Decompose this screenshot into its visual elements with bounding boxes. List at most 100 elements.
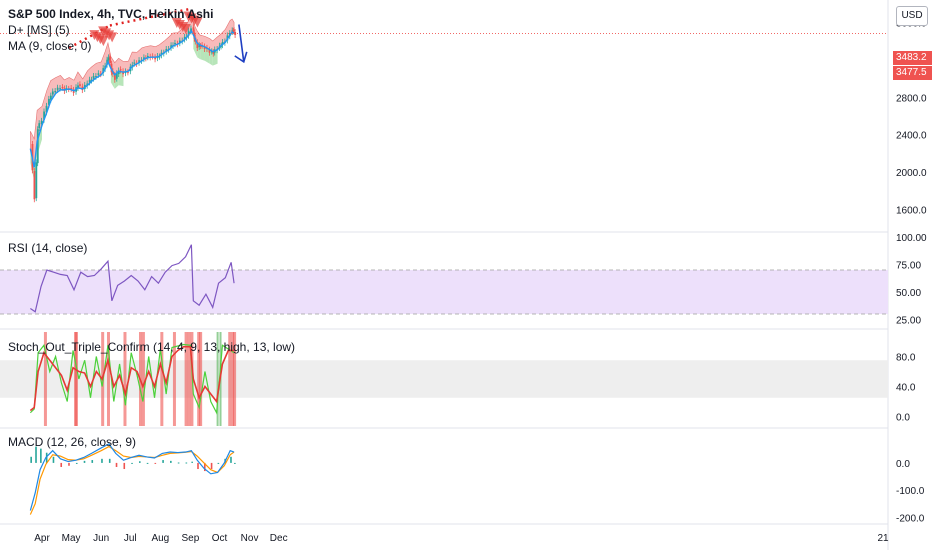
macd-histogram-bar bbox=[162, 460, 164, 463]
sell-signal-marker bbox=[192, 17, 203, 28]
macd-histogram-bar bbox=[230, 456, 232, 463]
stoch-fast-line bbox=[29, 343, 235, 415]
dplus-cloud-bullish bbox=[118, 71, 124, 87]
macd-histogram-bar bbox=[146, 462, 149, 464]
candle-body bbox=[198, 45, 201, 47]
candle-body bbox=[119, 69, 122, 71]
candle-body bbox=[127, 72, 129, 74]
candle-body bbox=[203, 46, 206, 49]
ma-line bbox=[29, 29, 235, 168]
stoch-signal-bar bbox=[141, 332, 145, 426]
candle-body bbox=[102, 68, 105, 74]
price-tick-label: 2800.0 bbox=[896, 93, 927, 104]
currency-selector[interactable]: USD bbox=[896, 6, 928, 26]
rsi-tick-label: 100.00 bbox=[896, 233, 927, 244]
candle-body bbox=[115, 73, 118, 79]
price-legend: S&P 500 Index, 4h, TVC, Heikin Ashi D+ [… bbox=[8, 6, 213, 54]
stoch-signal-bar bbox=[184, 332, 188, 426]
rsi-pane bbox=[0, 244, 888, 315]
candle-body bbox=[90, 79, 93, 81]
stoch-signal-bar bbox=[160, 332, 164, 426]
rsi-tick-label: 50.00 bbox=[896, 288, 921, 299]
last-price-tag: 3483.2 bbox=[893, 51, 932, 65]
macd-line bbox=[29, 443, 235, 511]
candle-body bbox=[79, 84, 81, 86]
macd-histogram-bar bbox=[101, 458, 103, 463]
x-axis-label: Aug bbox=[151, 533, 169, 544]
price-tick-label: 1600.0 bbox=[896, 205, 927, 216]
macd-pane bbox=[29, 443, 236, 515]
x-axis-label: Jun bbox=[93, 533, 109, 544]
stoch-signal-bar bbox=[199, 332, 203, 426]
macd-histogram-bar bbox=[185, 462, 188, 464]
stoch-signal-bar bbox=[123, 332, 127, 426]
stochastic-pane bbox=[0, 332, 888, 426]
sell-signal-marker bbox=[107, 32, 118, 43]
stoch-signal-bar bbox=[106, 332, 110, 426]
candle-body bbox=[133, 62, 136, 64]
stoch-tick-label: 40.0 bbox=[896, 383, 916, 394]
candle-body bbox=[40, 120, 43, 124]
candle-body bbox=[48, 98, 50, 105]
candle-body bbox=[56, 87, 59, 90]
candle-body bbox=[117, 70, 120, 74]
candle-body bbox=[43, 111, 45, 120]
candle-body bbox=[232, 31, 235, 33]
candle-body bbox=[199, 46, 202, 47]
x-axis-label: 21 bbox=[877, 533, 889, 544]
macd-title: MACD (12, 26, close, 9) bbox=[8, 435, 137, 449]
candle-body bbox=[165, 48, 168, 52]
projection-arrow bbox=[238, 24, 245, 62]
candle-body bbox=[196, 42, 199, 49]
x-axis-label: Nov bbox=[241, 533, 259, 544]
macd-histogram-bar bbox=[68, 462, 70, 466]
macd-histogram-bar bbox=[234, 462, 236, 464]
stoch-signal-bar bbox=[228, 332, 232, 426]
candle-body bbox=[77, 85, 79, 88]
indicator-ma-label: MA (9, close, 0) bbox=[8, 39, 92, 53]
macd-histogram-bar bbox=[131, 462, 133, 464]
stoch-title: Stoch_Out_Triple_Confirm (14, 4, 9, 13, … bbox=[8, 340, 296, 354]
stoch-signal-bar bbox=[74, 332, 78, 426]
candle-body bbox=[54, 90, 57, 93]
macd-histogram-bar bbox=[177, 462, 180, 464]
x-axis-label: Sep bbox=[182, 533, 200, 544]
candle-body bbox=[234, 32, 237, 35]
sell-signal-marker bbox=[98, 36, 109, 47]
x-axis-label: Dec bbox=[270, 533, 288, 544]
macd-histogram-bar bbox=[91, 460, 94, 463]
macd-legend: MACD (12, 26, close, 9) bbox=[8, 434, 136, 450]
macd-histogram-bar bbox=[170, 460, 172, 463]
candle-body bbox=[97, 73, 100, 75]
candle-body bbox=[51, 91, 54, 95]
trendline-segment-2 bbox=[109, 7, 192, 27]
macd-histogram-bar bbox=[30, 456, 32, 463]
indicator-dplus-label: D+ [MS] (5) bbox=[8, 23, 70, 37]
candle-body bbox=[38, 123, 41, 129]
macd-histogram-bar bbox=[191, 461, 193, 463]
candle-body bbox=[146, 55, 149, 58]
rsi-title: RSI (14, close) bbox=[8, 241, 88, 255]
macd-histogram-bar bbox=[83, 460, 86, 463]
x-axis-label: May bbox=[62, 533, 81, 544]
macd-histogram-bar bbox=[35, 446, 37, 463]
candle-body bbox=[36, 129, 39, 164]
trendline-segment-1 bbox=[68, 24, 111, 49]
candle-body bbox=[49, 95, 52, 100]
dplus-cloud-bullish bbox=[200, 45, 205, 61]
stoch-slow-line bbox=[29, 345, 235, 412]
candle-body bbox=[59, 88, 62, 90]
macd-tick-label: -100.0 bbox=[896, 486, 925, 497]
candle-body bbox=[110, 63, 113, 73]
macd-histogram-bar bbox=[108, 458, 111, 463]
price-tick-label: 2400.0 bbox=[896, 131, 927, 142]
x-axis-label: Oct bbox=[212, 533, 228, 544]
candle-body bbox=[92, 76, 95, 79]
candle-body bbox=[70, 88, 73, 90]
ma-price-tag: 3477.5 bbox=[893, 66, 932, 80]
stoch-signal-bar bbox=[172, 332, 176, 426]
candle-body bbox=[95, 76, 97, 78]
candle-body bbox=[183, 36, 186, 40]
macd-histogram-bar bbox=[60, 462, 63, 467]
